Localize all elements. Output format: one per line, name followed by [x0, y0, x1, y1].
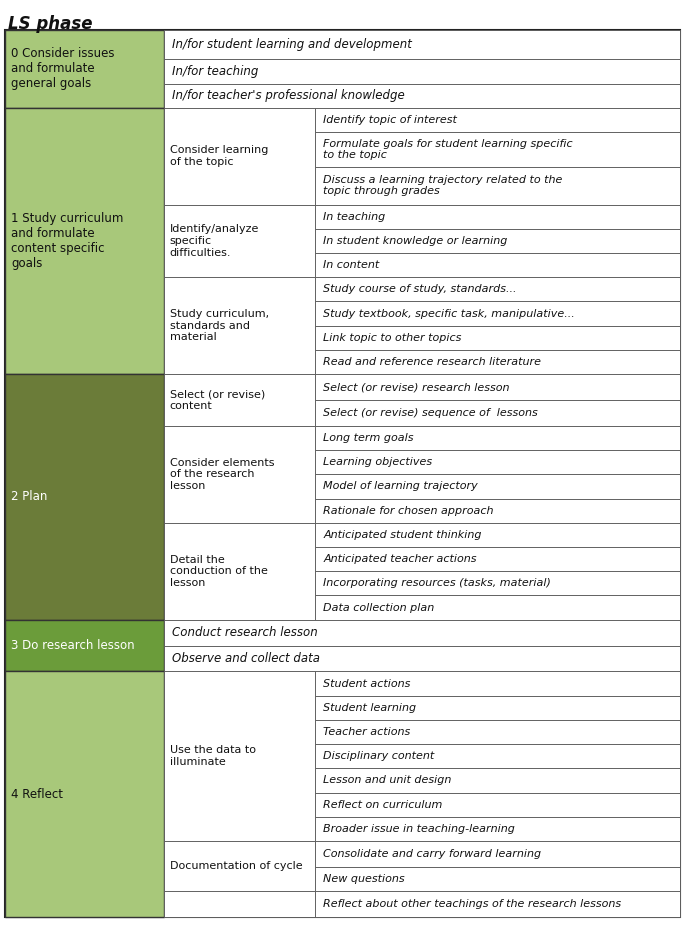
- Text: Study textbook, specific task, manipulative...: Study textbook, specific task, manipulat…: [323, 309, 575, 318]
- Text: In content: In content: [323, 260, 379, 270]
- Bar: [316, 132, 680, 166]
- Text: Select (or revise)
content: Select (or revise) content: [170, 389, 265, 411]
- Bar: [5, 672, 164, 917]
- Text: Link topic to other topics: Link topic to other topics: [323, 333, 462, 343]
- Text: 4 Reflect: 4 Reflect: [11, 788, 63, 801]
- Text: Anticipated student thinking: Anticipated student thinking: [323, 530, 482, 540]
- Text: In/for teacher's professional knowledge: In/for teacher's professional knowledge: [172, 89, 404, 102]
- Bar: [164, 523, 316, 620]
- Bar: [316, 793, 680, 817]
- Text: LS phase: LS phase: [8, 15, 92, 33]
- Text: Model of learning trajectory: Model of learning trajectory: [323, 482, 478, 491]
- Bar: [5, 374, 164, 620]
- Bar: [164, 426, 316, 523]
- Bar: [316, 350, 680, 374]
- Text: Consider learning
of the topic: Consider learning of the topic: [170, 145, 268, 167]
- Bar: [316, 302, 680, 326]
- Bar: [316, 572, 680, 596]
- Text: Reflect about other teachings of the research lessons: Reflect about other teachings of the res…: [323, 899, 621, 909]
- Bar: [316, 253, 680, 278]
- Bar: [316, 817, 680, 841]
- Bar: [164, 891, 316, 917]
- Bar: [316, 166, 680, 204]
- Bar: [164, 30, 680, 59]
- Text: New questions: New questions: [323, 874, 405, 884]
- Text: Broader issue in teaching-learning: Broader issue in teaching-learning: [323, 824, 515, 833]
- Text: In/for student learning and development: In/for student learning and development: [172, 38, 412, 51]
- Bar: [5, 30, 164, 108]
- Text: Documentation of cycle: Documentation of cycle: [170, 861, 302, 871]
- Text: Lesson and unit design: Lesson and unit design: [323, 775, 452, 785]
- Text: Teacher actions: Teacher actions: [323, 727, 411, 737]
- Bar: [316, 867, 680, 891]
- Text: Reflect on curriculum: Reflect on curriculum: [323, 799, 443, 809]
- Bar: [164, 620, 680, 646]
- Bar: [316, 475, 680, 499]
- Bar: [164, 374, 316, 426]
- Text: Student learning: Student learning: [323, 703, 416, 713]
- Text: Disciplinary content: Disciplinary content: [323, 751, 435, 761]
- Bar: [5, 108, 164, 374]
- Bar: [316, 891, 680, 917]
- Text: Observe and collect data: Observe and collect data: [172, 652, 320, 665]
- Text: 3 Do research lesson: 3 Do research lesson: [11, 639, 135, 652]
- Text: Use the data to
illuminate: Use the data to illuminate: [170, 746, 256, 767]
- Bar: [164, 204, 316, 278]
- Bar: [316, 326, 680, 350]
- Text: Rationale for chosen approach: Rationale for chosen approach: [323, 506, 494, 515]
- Text: Detail the
conduction of the
lesson: Detail the conduction of the lesson: [170, 555, 268, 587]
- Bar: [316, 499, 680, 523]
- Text: In teaching: In teaching: [323, 212, 386, 222]
- Bar: [164, 59, 680, 83]
- Text: Learning objectives: Learning objectives: [323, 457, 433, 467]
- Text: In student knowledge or learning: In student knowledge or learning: [323, 236, 508, 246]
- Bar: [316, 228, 680, 253]
- Text: Identify topic of interest: Identify topic of interest: [323, 115, 458, 125]
- Text: Identify/analyze
specific
difficulties.: Identify/analyze specific difficulties.: [170, 225, 259, 257]
- Text: In/for teaching: In/for teaching: [172, 65, 258, 78]
- Bar: [316, 596, 680, 620]
- Text: Student actions: Student actions: [323, 679, 411, 688]
- Bar: [316, 769, 680, 793]
- Text: 0 Consider issues
and formulate
general goals: 0 Consider issues and formulate general …: [11, 47, 114, 91]
- Text: Consolidate and carry forward learning: Consolidate and carry forward learning: [323, 849, 542, 859]
- Bar: [164, 83, 680, 108]
- Bar: [316, 374, 680, 400]
- Bar: [164, 646, 680, 672]
- Text: Long term goals: Long term goals: [323, 433, 414, 443]
- Bar: [316, 426, 680, 450]
- Bar: [164, 841, 316, 891]
- Bar: [5, 620, 164, 672]
- Bar: [316, 672, 680, 696]
- Text: Select (or revise) research lesson: Select (or revise) research lesson: [323, 382, 510, 392]
- Text: Study course of study, standards...: Study course of study, standards...: [323, 284, 517, 294]
- Text: Select (or revise) sequence of  lessons: Select (or revise) sequence of lessons: [323, 408, 538, 418]
- Bar: [316, 841, 680, 867]
- Bar: [316, 720, 680, 744]
- Text: Read and reference research literature: Read and reference research literature: [323, 357, 542, 367]
- Bar: [164, 672, 316, 841]
- Text: Data collection plan: Data collection plan: [323, 602, 435, 612]
- Text: Consider elements
of the research
lesson: Consider elements of the research lesson: [170, 458, 274, 491]
- Text: 1 Study curriculum
and formulate
content specific
goals: 1 Study curriculum and formulate content…: [11, 212, 123, 270]
- Bar: [316, 400, 680, 426]
- Text: Conduct research lesson: Conduct research lesson: [172, 626, 317, 639]
- Bar: [316, 450, 680, 475]
- Text: Study curriculum,
standards and
material: Study curriculum, standards and material: [170, 309, 269, 342]
- Bar: [316, 696, 680, 720]
- Text: 2 Plan: 2 Plan: [11, 490, 47, 503]
- Text: Anticipated teacher actions: Anticipated teacher actions: [323, 554, 477, 564]
- Bar: [164, 108, 316, 204]
- Bar: [316, 744, 680, 769]
- Bar: [164, 278, 316, 374]
- Text: Discuss a learning trajectory related to the
topic through grades: Discuss a learning trajectory related to…: [323, 175, 563, 196]
- Bar: [316, 547, 680, 572]
- Bar: [316, 108, 680, 132]
- Text: Incorporating resources (tasks, material): Incorporating resources (tasks, material…: [323, 578, 551, 588]
- Bar: [316, 204, 680, 228]
- Text: Formulate goals for student learning specific
to the topic: Formulate goals for student learning spe…: [323, 139, 573, 160]
- Bar: [316, 523, 680, 547]
- Bar: [316, 278, 680, 302]
